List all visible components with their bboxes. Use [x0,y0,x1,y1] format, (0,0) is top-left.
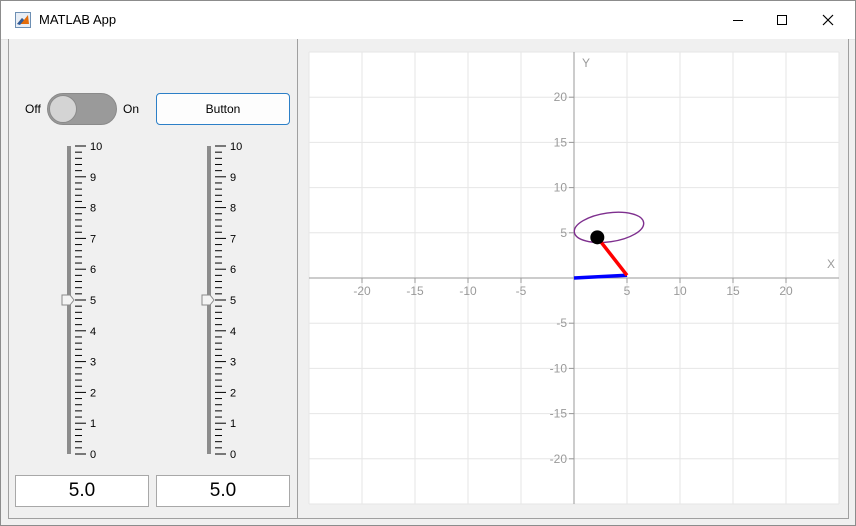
slider-tick-label: 7 [230,233,236,245]
y-tick-label: 20 [554,90,568,104]
slider-tick-label: 4 [230,326,236,338]
slider-tick-label: 0 [230,449,236,461]
minimize-icon [733,20,743,21]
y-tick-label: 10 [554,181,568,195]
y-tick-label: 15 [554,135,568,149]
link-1 [573,273,628,280]
x-axis-label: X [827,257,835,271]
link-2 [595,236,629,277]
x-tick-label: 20 [779,284,793,298]
slider-tick-label: 8 [230,203,236,215]
slider-tick-label: 3 [230,357,236,369]
y-tick-label: -20 [550,452,568,466]
minimize-button[interactable] [715,1,761,39]
x-tick-label: -20 [353,284,371,298]
slider-tick-label: 9 [230,172,236,184]
slider-tick-label: 1 [230,418,236,430]
slider-tick-label: 7 [90,233,96,245]
slider-1-value-field[interactable]: 5.0 [15,475,149,507]
y-tick-label: 5 [560,226,567,240]
slider-2[interactable]: 0 1 2 3 4 5 6 7 8 9 10 [201,141,242,461]
close-icon [822,14,834,26]
maximize-button[interactable] [759,1,805,39]
slider-tick-label: 2 [230,387,236,399]
maximize-icon [777,15,787,25]
x-tick-label: 10 [673,284,687,298]
slider-tick-label: 8 [90,203,96,215]
trajectory-trace [573,211,645,244]
slider-tick-label: 6 [90,264,96,276]
slider-tick-label: 2 [90,387,96,399]
slider-tick-label: 4 [90,326,96,338]
y-tick-label: -10 [550,361,568,375]
slider-tick-label: 9 [90,172,96,184]
y-tick-label: -5 [556,316,567,330]
button[interactable]: Button [156,93,290,125]
y-axis-label: Y [582,56,590,70]
x-tick-label: -5 [516,284,527,298]
close-button[interactable] [805,1,851,39]
slider-tick-label: 10 [230,141,242,153]
slider-thumb[interactable] [201,294,215,306]
slider-thumb[interactable] [61,294,75,306]
switch-on-label: On [123,102,140,116]
y-tick-label: -15 [550,407,568,421]
slider-2-value-field[interactable]: 5.0 [156,475,290,507]
slider-tick-label: 5 [230,295,236,307]
slider-tick-label: 5 [90,295,96,307]
x-tick-label: 15 [726,284,740,298]
switch-knob[interactable] [49,95,77,123]
x-tick-label: -15 [406,284,424,298]
slider-tick-label: 10 [90,141,102,153]
on-off-switch[interactable] [47,93,117,125]
slider-tick-label: 3 [90,357,96,369]
vertical-sliders: 0 1 2 3 4 5 6 7 8 9 10 0 1 2 3 4 5 6 7 8 9 10 [61,141,242,461]
end-effector-marker [590,230,605,245]
slider-tick-label: 6 [230,264,236,276]
slider-tick-label: 1 [90,418,96,430]
x-tick-label: 5 [624,284,631,298]
switch-off-label: Off [25,102,41,116]
slider-1[interactable]: 0 1 2 3 4 5 6 7 8 9 10 [61,141,102,461]
window-title: MATLAB App [39,12,117,27]
matlab-icon [15,12,31,28]
x-tick-label: -10 [459,284,477,298]
slider-tick-label: 0 [90,449,96,461]
